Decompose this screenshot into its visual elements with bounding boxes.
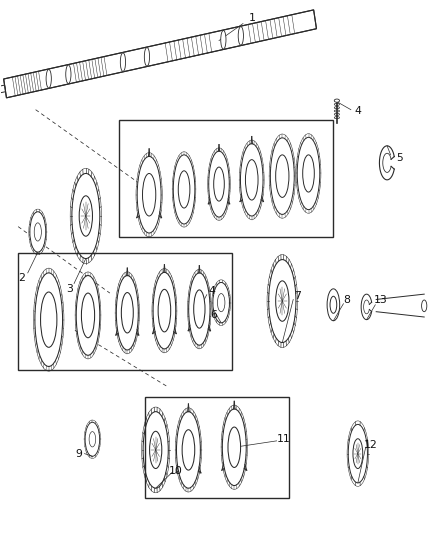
Ellipse shape [137, 157, 161, 233]
Ellipse shape [276, 155, 289, 197]
Ellipse shape [182, 430, 195, 470]
Ellipse shape [34, 223, 41, 241]
Ellipse shape [121, 293, 133, 333]
Ellipse shape [270, 138, 294, 214]
Text: 1: 1 [248, 13, 255, 23]
Ellipse shape [189, 273, 210, 345]
Ellipse shape [245, 160, 258, 200]
Ellipse shape [30, 212, 46, 252]
Ellipse shape [353, 439, 363, 469]
Ellipse shape [276, 281, 289, 321]
Ellipse shape [72, 173, 100, 259]
Ellipse shape [223, 409, 246, 486]
Text: 8: 8 [343, 295, 350, 305]
Ellipse shape [85, 422, 100, 456]
Ellipse shape [117, 276, 138, 350]
Ellipse shape [334, 99, 339, 102]
Ellipse shape [240, 144, 263, 216]
Ellipse shape [194, 290, 205, 328]
Text: 4: 4 [354, 106, 361, 116]
Ellipse shape [153, 272, 176, 349]
Ellipse shape [213, 282, 230, 323]
Ellipse shape [214, 167, 224, 201]
Text: 2: 2 [18, 273, 25, 283]
Ellipse shape [79, 196, 92, 236]
Ellipse shape [217, 294, 225, 312]
Ellipse shape [143, 411, 168, 488]
Ellipse shape [66, 65, 71, 84]
Text: 6: 6 [210, 310, 217, 320]
Ellipse shape [348, 424, 367, 483]
Text: 4: 4 [208, 286, 215, 296]
Ellipse shape [268, 260, 296, 343]
Ellipse shape [46, 69, 51, 88]
Ellipse shape [173, 155, 195, 224]
Text: 9: 9 [75, 449, 82, 459]
Ellipse shape [81, 293, 95, 338]
Text: 12: 12 [364, 440, 378, 450]
Ellipse shape [303, 155, 314, 192]
Text: 11: 11 [277, 434, 290, 445]
Ellipse shape [327, 289, 340, 321]
Text: 3: 3 [66, 284, 73, 294]
Text: 13: 13 [374, 295, 388, 305]
Ellipse shape [221, 30, 226, 49]
Ellipse shape [150, 431, 162, 469]
Ellipse shape [120, 53, 126, 71]
Ellipse shape [41, 292, 57, 348]
Polygon shape [4, 10, 317, 98]
Text: 5: 5 [396, 152, 403, 163]
Text: 7: 7 [294, 290, 301, 301]
Ellipse shape [177, 411, 200, 488]
Ellipse shape [209, 151, 229, 217]
Ellipse shape [330, 296, 337, 313]
Polygon shape [0, 85, 6, 94]
Ellipse shape [178, 171, 190, 208]
Ellipse shape [76, 276, 100, 356]
Ellipse shape [145, 47, 150, 66]
Ellipse shape [158, 289, 171, 332]
Ellipse shape [35, 273, 63, 367]
Ellipse shape [142, 173, 156, 216]
Ellipse shape [228, 427, 240, 467]
Ellipse shape [297, 138, 320, 209]
Text: 10: 10 [169, 466, 183, 476]
Ellipse shape [238, 27, 244, 45]
Ellipse shape [422, 300, 427, 312]
Ellipse shape [89, 432, 95, 447]
